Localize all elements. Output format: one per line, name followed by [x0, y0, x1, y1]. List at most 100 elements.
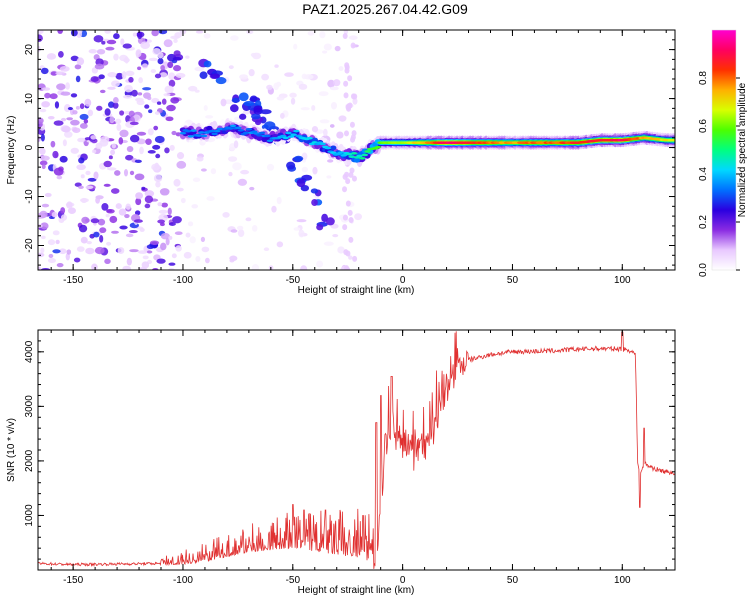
noise-blob	[70, 55, 79, 62]
noise-blob	[141, 186, 146, 190]
noise-blob	[266, 84, 273, 90]
noise-blob	[151, 163, 161, 171]
noise-blob	[344, 62, 350, 69]
noise-blob	[330, 223, 339, 229]
ridge-segment	[359, 156, 366, 160]
x-tick-label: 0	[400, 275, 406, 286]
noise-blob	[203, 105, 208, 111]
noise-blob	[91, 149, 97, 154]
noise-blob	[157, 219, 166, 224]
noise-blob	[311, 126, 319, 133]
noise-blob	[342, 224, 348, 231]
noise-blob	[169, 144, 175, 151]
noise-blob	[161, 98, 167, 105]
signal-blob	[310, 188, 319, 194]
noise-blob	[319, 31, 326, 39]
chart-title: PAZ1.2025.267.04.42.G09	[302, 1, 468, 17]
noise-blob	[284, 72, 294, 77]
noise-blob	[144, 195, 154, 204]
noise-blob	[111, 80, 120, 87]
x-tick-label: -50	[286, 575, 301, 586]
ridge-segment	[250, 130, 258, 134]
noise-blob	[170, 97, 180, 104]
noise-blob	[168, 222, 176, 226]
noise-blob	[50, 140, 56, 148]
noise-blob	[57, 30, 63, 34]
signal-blob	[210, 73, 221, 79]
noise-blob	[158, 209, 168, 214]
y-tick-label: 3000	[24, 395, 35, 418]
noise-blob	[326, 175, 332, 179]
noise-blob	[239, 74, 249, 80]
noise-blob	[344, 130, 350, 137]
noise-blob	[191, 204, 199, 209]
colorbar-label: Normalized spectral amplitude	[737, 82, 748, 217]
y-tick-label: -20	[24, 238, 35, 253]
noise-blob	[63, 104, 71, 113]
noise-blob	[81, 216, 90, 224]
noise-blob	[118, 208, 127, 216]
signal-blob	[264, 121, 276, 130]
noise-blob	[75, 106, 80, 110]
noise-blob	[70, 119, 80, 126]
noise-blob	[263, 247, 270, 252]
noise-blob	[323, 241, 334, 246]
noise-blob	[117, 247, 125, 254]
noise-blob	[52, 249, 61, 254]
noise-blob	[107, 167, 117, 171]
noise-blob	[73, 257, 81, 263]
noise-blob	[119, 129, 129, 138]
noise-blob	[41, 101, 51, 108]
noise-blob	[128, 110, 135, 117]
noise-blob	[250, 52, 257, 57]
noise-blob	[135, 49, 142, 58]
noise-blob	[195, 256, 201, 262]
x-tick-label: 50	[507, 275, 519, 286]
noise-blob	[129, 170, 135, 176]
noise-blob	[122, 265, 131, 270]
x-tick-label: 0	[400, 575, 406, 586]
noise-blob	[173, 38, 178, 44]
noise-blob	[105, 213, 110, 218]
noise-blob	[201, 246, 210, 253]
top-x-axis: -150 -100 -50 0 50 100	[50, 30, 667, 286]
noise-blob	[106, 241, 112, 246]
ridge-segment	[198, 131, 205, 134]
top-y-axis: -20 -10 0 10 20	[24, 29, 675, 266]
noise-blob	[39, 147, 46, 155]
noise-blob	[67, 207, 76, 215]
noise-blob	[83, 119, 89, 124]
noise-blob	[55, 71, 65, 76]
noise-blob	[342, 214, 348, 221]
noise-blob	[53, 167, 64, 176]
noise-blob	[59, 66, 70, 72]
signal-blob	[311, 198, 318, 206]
colorbar-tick-label: 0.0	[698, 263, 709, 277]
ridge-segment	[227, 127, 234, 130]
noise-blob	[39, 108, 47, 113]
ridge-segment	[282, 136, 289, 140]
colorbar-tick-label: 0.6	[698, 119, 709, 133]
noise-blob	[168, 262, 176, 266]
noise-blob	[124, 84, 134, 93]
noise-blob	[137, 31, 143, 40]
noise-blob	[172, 56, 182, 61]
noise-blob	[134, 173, 145, 181]
noise-blob	[66, 117, 73, 121]
snr-panel: -150 -100 -50 0 50 100 1000 2000 3000 4000 Heigh…	[6, 329, 676, 596]
noise-blob	[170, 35, 180, 40]
noise-blob	[87, 177, 97, 182]
noise-blob	[67, 106, 73, 111]
noise-blob	[80, 236, 88, 244]
noise-blob	[280, 112, 285, 119]
noise-blob	[249, 186, 255, 191]
noise-blob	[276, 96, 285, 101]
noise-blob	[139, 146, 144, 155]
noise-blob	[137, 66, 142, 71]
noise-blob	[205, 257, 210, 264]
x-tick-label: -150	[63, 275, 83, 286]
noise-blob	[350, 42, 356, 49]
noise-blob	[136, 131, 147, 136]
noise-blob	[112, 102, 119, 109]
colorbar-tick-label: 0.2	[698, 215, 709, 229]
